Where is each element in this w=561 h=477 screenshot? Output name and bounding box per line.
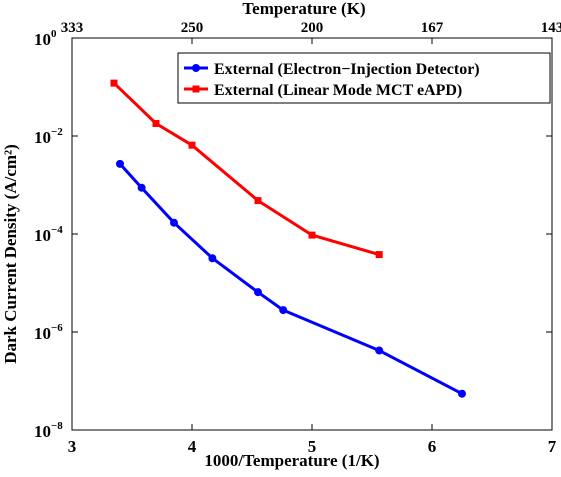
x-tick-label: 7	[548, 437, 557, 456]
y-tick-label: 10−4	[34, 224, 63, 245]
data-point	[254, 288, 262, 297]
data-point	[279, 306, 288, 315]
y-axis-title: Dark Current Density (A/cm²)	[1, 144, 20, 364]
legend-marker	[192, 64, 200, 72]
top-tick-label: 167	[421, 20, 444, 36]
data-point	[116, 159, 124, 168]
legend-box	[177, 52, 551, 104]
data-point	[254, 197, 262, 205]
top-tick-label: 200	[301, 20, 324, 36]
y-tick-label: 10−8	[34, 420, 63, 441]
x-axis-title: 1000/Temperature (1/K)	[204, 451, 379, 470]
data-point	[375, 346, 384, 355]
data-point	[188, 141, 196, 149]
x-tick-label: 6	[428, 437, 437, 456]
y-tick-label: 100	[34, 28, 57, 49]
data-point	[170, 218, 178, 227]
legend-marker	[192, 85, 200, 93]
x-tick-label: 3	[68, 437, 77, 456]
top-tick-label: 333	[61, 20, 84, 36]
data-point	[152, 119, 160, 127]
data-point	[375, 251, 383, 259]
x-tick-label: 4	[188, 437, 197, 456]
top-tick-label: 250	[181, 20, 204, 36]
data-point	[137, 183, 146, 192]
data-point	[308, 231, 316, 239]
legend-label: External (Linear Mode MCT eAPD)	[214, 82, 462, 99]
y-tick-label: 10−6	[34, 322, 63, 343]
legend-label: External (Electron−Injection Detector)	[214, 61, 480, 78]
data-point	[110, 79, 118, 87]
top-tick-label: 143	[541, 20, 561, 36]
data-point	[208, 254, 217, 263]
data-point	[458, 389, 466, 398]
series-line-1	[118, 162, 463, 396]
series-line-2	[112, 82, 380, 257]
top-axis-title: Temperature (K)	[242, 0, 365, 18]
y-tick-label: 10−2	[34, 126, 63, 147]
x-tick-label: 5	[308, 437, 317, 456]
